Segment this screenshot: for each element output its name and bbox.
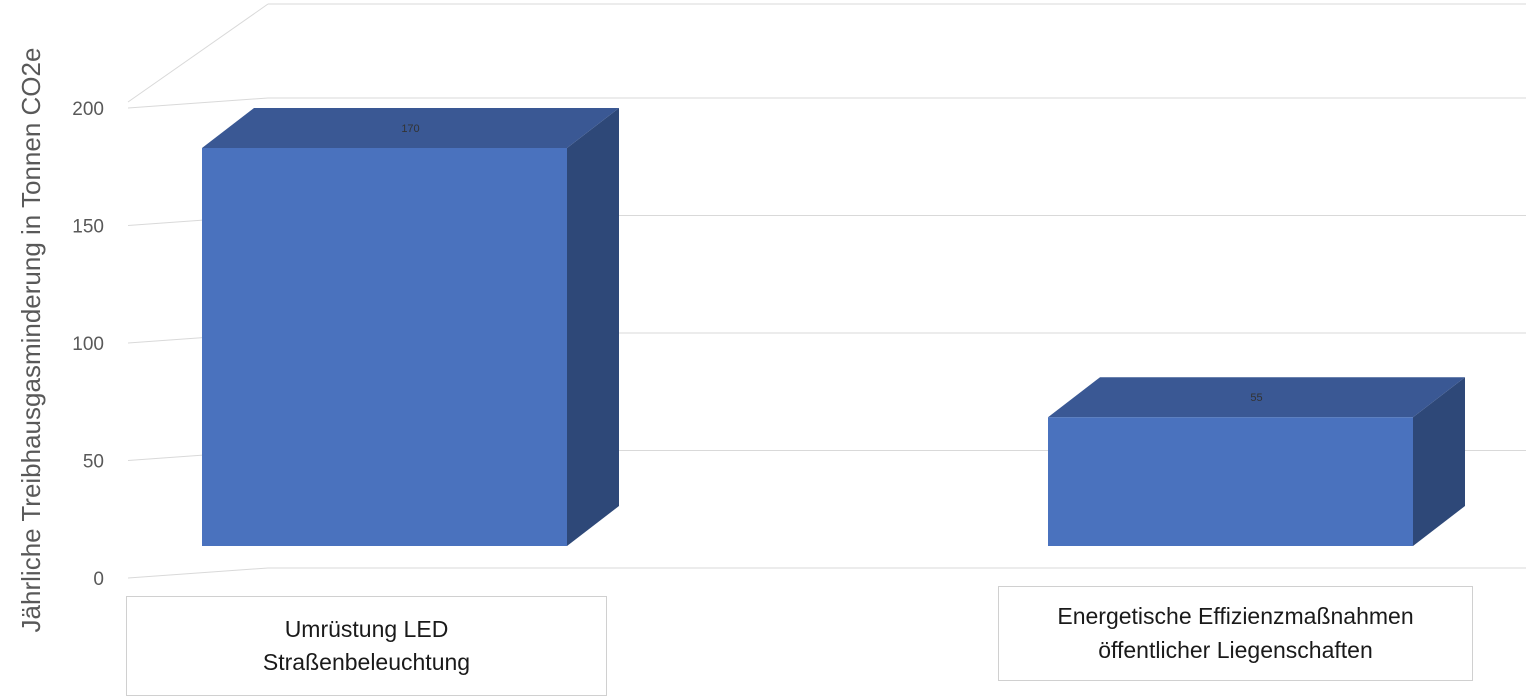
y-axis-ticks: 0 50 100 150 200 [72,99,104,590]
bar [202,148,567,546]
bar [1048,417,1413,546]
y-tick-label: 100 [72,334,104,355]
bar-side [1413,377,1465,546]
category-label-line: öffentlicher Liegenschaften [1098,636,1373,663]
data-label: 55 [1250,392,1262,404]
gridline-diagonal [127,3,269,103]
y-tick-label: 150 [72,217,104,238]
bar-top [202,108,619,148]
y-tick-label: 50 [83,452,104,473]
data-labels: 170 55 [401,123,1262,404]
y-tick-label: 0 [93,569,104,590]
bar-side [567,108,619,546]
gridline-diagonal [127,567,269,579]
category-label-box: Energetische Effizienzmaßnahmen öffentli… [998,586,1473,681]
data-label: 170 [401,123,419,135]
category-label-line: Straßenbeleuchtung [262,649,471,675]
category-label-line: Energetische Effizienzmaßnahmen [1057,603,1414,630]
y-axis-label: Jährliche Treibhausgasminderung in Tonne… [16,48,46,633]
y-tick-label: 200 [72,99,104,120]
bar-top [1048,377,1465,418]
gridline-diagonal [127,97,269,109]
category-label-line: Umrüstung LED [284,615,449,642]
bars [202,108,1465,546]
category-label-box: Umrüstung LED Straßenbeleuchtung [126,596,607,696]
